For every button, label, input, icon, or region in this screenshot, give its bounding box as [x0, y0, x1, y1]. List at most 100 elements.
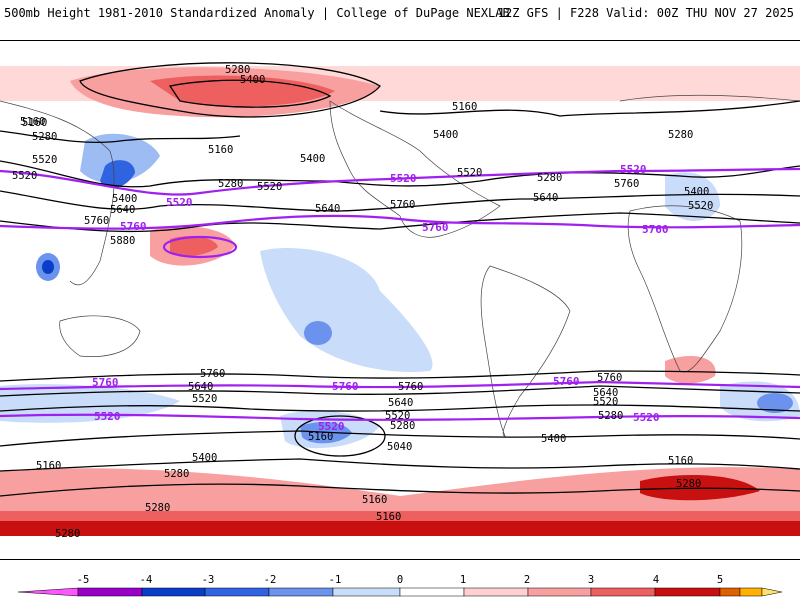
contour-5400-north-pacific: [168, 79, 332, 108]
contour-label: 5760: [398, 381, 423, 393]
map-title: 500mb Height 1981-2010 Standardized Anom…: [4, 6, 510, 20]
anomaly-europe-negative: [665, 172, 720, 221]
contour-label: 5160: [22, 117, 47, 129]
coastline-australia: [59, 315, 141, 357]
colorbar-tick: 0: [397, 574, 403, 586]
contour-label: 5160: [20, 116, 45, 128]
contour-label: 5160: [668, 455, 693, 467]
highlight-contour-label: 5520: [166, 196, 193, 209]
height-contours: [0, 62, 800, 497]
contour-5640-north: [0, 190, 800, 212]
contour-label: 5280: [676, 478, 701, 490]
colorbar-tick: 5: [717, 574, 723, 586]
contour-label: 5160: [452, 101, 477, 113]
purple-contour-5520-south: [0, 413, 800, 421]
contour-label: 5520: [688, 200, 713, 212]
contour-label: 5280: [55, 528, 80, 540]
contour-label: 5160: [36, 460, 61, 472]
contour-label: 5520: [385, 410, 410, 422]
contour-label: 5280: [164, 468, 189, 480]
colorbar-swatch: [268, 587, 334, 597]
coastline-africa: [627, 205, 743, 373]
contour-label: 5040: [387, 441, 412, 453]
highlight-contour-label: 5520: [318, 420, 345, 433]
contour-label: 5520: [192, 393, 217, 405]
contour-label: 5640: [593, 387, 618, 399]
contour-label: 5880: [110, 235, 135, 247]
colorbar-tick: -5: [77, 574, 90, 586]
contour-label: 5280: [390, 420, 415, 432]
colorbar-swatch: [204, 587, 270, 597]
contour-5760-north: [0, 212, 800, 233]
contour-label: 5280: [145, 502, 170, 514]
contour-label: 5640: [110, 204, 135, 216]
contour-label: 5520: [593, 396, 618, 408]
contour-label: 5400: [684, 186, 709, 198]
colorbar-swatch: [332, 587, 401, 597]
contour-label: 5280: [32, 131, 57, 143]
anomaly-east-asia-negative: [80, 133, 160, 183]
contour-labels: 5280 5400 5160 5160 5280 5520 5160 5400 …: [12, 64, 713, 540]
anomaly-colorbar: -5 -4 -3 -2 -1 0 1 2 3 4 5: [17, 574, 783, 597]
contour-label: 5760: [614, 178, 639, 190]
contour-5640-south: [0, 385, 800, 397]
colorbar-swatches: [17, 587, 783, 597]
world-map: 5280 5400 5160 5160 5280 5520 5160 5400 …: [0, 40, 800, 560]
colorbar-ticks: -5 -4 -3 -2 -1 0 1 2 3 4 5: [77, 574, 723, 586]
colorbar-tick: -3: [202, 574, 215, 586]
coastline-north-america: [329, 100, 501, 238]
anomaly-southern-ocean-negative-west: [0, 384, 180, 423]
coastline-south-america: [480, 265, 571, 437]
colorbar-tick: 3: [588, 574, 594, 586]
colorbar-swatch: [739, 587, 763, 597]
highlight-contour-label: 5760: [92, 376, 119, 389]
contour-5520-south: [0, 404, 800, 412]
colorbar-tick: 2: [524, 574, 530, 586]
colorbar-swatch: [654, 587, 721, 597]
contour-label: 5400: [541, 433, 566, 445]
highlight-contour-label: 5520: [620, 163, 647, 176]
contour-5520-north: [0, 160, 800, 188]
anomaly-central-pacific-core: [170, 236, 218, 256]
colorbar-swatch: [719, 587, 741, 597]
colorbar-tick: 4: [653, 574, 659, 586]
contour-label: 5520: [12, 170, 37, 182]
contour-label: 5760: [390, 199, 415, 211]
highlight-contour-label: 5760: [422, 221, 449, 234]
anomaly-south-pacific-low: [304, 321, 332, 345]
purple-contour-5760-north: [0, 214, 800, 230]
contour-label: 5280: [537, 172, 562, 184]
purple-contour-5760-south: [0, 380, 800, 391]
contour-label: 5640: [315, 203, 340, 215]
contour-5280-south: [0, 458, 800, 472]
highlight-contour-label: 5760: [120, 220, 147, 233]
contour-5400-south: [0, 430, 800, 447]
highlight-contours: [0, 167, 800, 421]
contour-5760-south: [0, 370, 800, 382]
purple-contour-5520-north: [0, 167, 800, 196]
highlight-contour-label: 5520: [94, 410, 121, 423]
contour-label: 5280: [668, 129, 693, 141]
contour-label: 5760: [200, 368, 225, 380]
contour-label: 5520: [457, 167, 482, 179]
contour-label: 5760: [84, 215, 109, 227]
contour-label: 5160: [362, 494, 387, 506]
colorbar-swatch: [527, 587, 592, 597]
anomaly-tropical-pacific-negative: [260, 247, 433, 372]
contour-5040-south-pacific: [294, 415, 386, 457]
contour-label: 5280: [218, 178, 243, 190]
contour-5160-north: [0, 100, 800, 143]
contour-label: 5640: [388, 397, 413, 409]
colorbar-arrow-left: [17, 587, 79, 597]
anomaly-antarctic-core-band: [0, 521, 800, 536]
contour-label: 5520: [32, 154, 57, 166]
contour-label: 5280: [598, 410, 623, 422]
model-run-info: 12Z GFS | F228 Valid: 00Z THU NOV 27 202…: [497, 6, 794, 20]
highlight-contour-label: 5760: [332, 380, 359, 393]
contour-label: 5400: [300, 153, 325, 165]
coastline-eurasia: [0, 94, 800, 286]
colorbar-tick: 1: [460, 574, 466, 586]
contour-label: 5400: [112, 193, 137, 205]
contour-label: 5160: [208, 144, 233, 156]
highlight-contour-label: 5520: [390, 172, 417, 185]
